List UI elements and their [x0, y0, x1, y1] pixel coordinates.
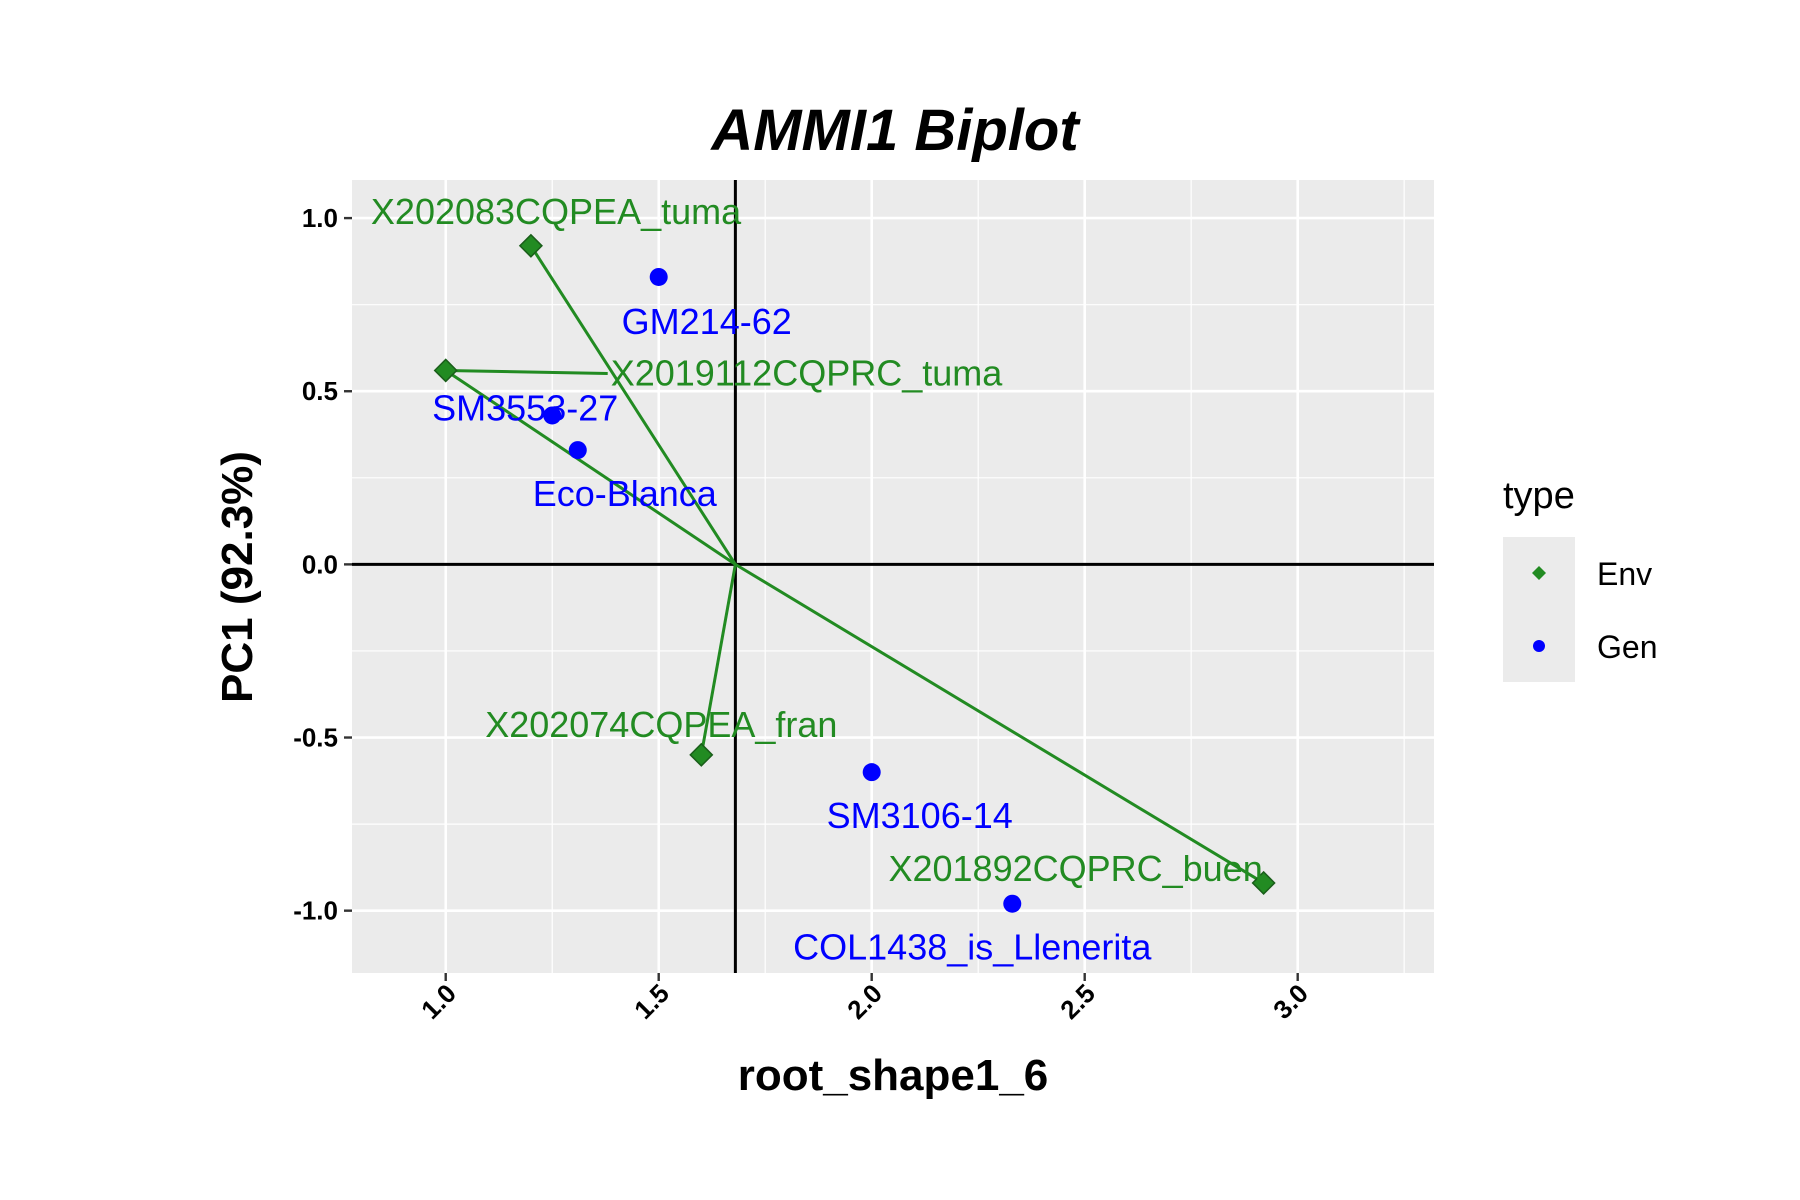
- gen-point-marker: [543, 406, 562, 425]
- y-axis-title: PC1 (92.3%): [213, 451, 262, 703]
- y-tick-label: 0.5: [302, 376, 338, 406]
- env-point-marker: [1251, 870, 1276, 896]
- x-tick-label: 2.5: [1054, 978, 1101, 1025]
- gen-point-marker: [862, 763, 881, 782]
- env-vector-segment: [444, 369, 737, 566]
- legend-title: type: [1503, 475, 1575, 517]
- gen-point-label: SM3553-27: [432, 387, 618, 428]
- env-point-marker: [433, 358, 458, 383]
- env-point-label: X202083CQPEA_tuma: [371, 191, 742, 232]
- env-point-label: X201892CQPRC_buen: [888, 848, 1262, 889]
- x-axis-title: root_shape1_6: [738, 1051, 1049, 1100]
- env-point-label: X2019112CQPRC_tuma: [611, 352, 1004, 393]
- gen-point-marker: [1003, 894, 1022, 913]
- chart-title: AMMI1 Biplot: [709, 98, 1081, 163]
- gen-point-label: Eco-Blanca: [533, 473, 718, 514]
- x-tick-label: 3.0: [1267, 978, 1314, 1025]
- y-tick-label: -0.5: [293, 723, 338, 753]
- legend-entries: Env Gen: [1532, 556, 1657, 665]
- y-tick-label: -1.0: [293, 896, 338, 926]
- env-vector-segment: [699, 564, 737, 756]
- env-point-label: X202074CQPEA_fran: [485, 704, 837, 745]
- env-vectors: [444, 244, 1265, 885]
- plot-panel: [352, 180, 1434, 973]
- point-markers: [433, 233, 1276, 913]
- legend-entry-label: Gen: [1597, 629, 1657, 665]
- env-vector-segment: [529, 244, 737, 566]
- x-axis-ticks: 1.0 1.5 2.0 2.5 3.0: [415, 973, 1314, 1025]
- legend: type Env Gen: [1503, 475, 1657, 682]
- label-connector-line: [445, 368, 608, 375]
- y-axis-ticks: 1.0 0.5 0.0 -0.5 -1.0: [293, 203, 352, 926]
- legend-key-background: [1503, 537, 1575, 682]
- gen-point-marker: [649, 267, 668, 286]
- gen-point-label: GM214-62: [622, 301, 792, 342]
- legend-gen-circle-icon: [1533, 640, 1545, 652]
- reference-lines: [352, 180, 1434, 973]
- y-tick-label: 1.0: [302, 203, 338, 233]
- grid-major: [352, 180, 1434, 973]
- legend-env-diamond-icon: [1532, 566, 1546, 580]
- env-point-marker: [518, 233, 543, 258]
- grid-minor: [352, 180, 1434, 973]
- gen-point-marker: [568, 441, 587, 460]
- x-tick-label: 1.0: [415, 978, 462, 1025]
- x-tick-label: 1.5: [628, 978, 675, 1025]
- gen-point-label: COL1438_is_Llenerita: [793, 927, 1152, 968]
- env-vector-segment: [734, 563, 1265, 885]
- x-tick-label: 2.0: [841, 978, 888, 1025]
- legend-entry-label: Env: [1597, 556, 1652, 592]
- y-tick-label: 0.0: [302, 549, 338, 579]
- gen-point-label: SM3106-14: [827, 795, 1013, 836]
- env-point-marker: [689, 742, 714, 767]
- point-labels: X202083CQPEA_tuma X2019112CQPRC_tuma X2020…: [371, 191, 1263, 968]
